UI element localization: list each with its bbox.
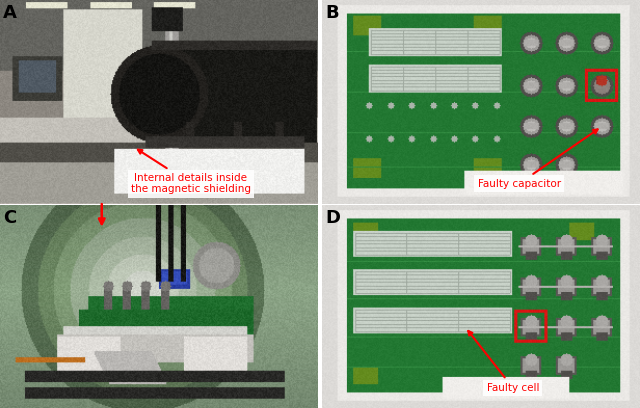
Text: C: C	[3, 209, 17, 227]
Text: A: A	[3, 4, 17, 22]
Text: B: B	[325, 4, 339, 22]
Text: Faulty cell: Faulty cell	[468, 331, 539, 393]
Text: Internal details inside
the magnetic shielding: Internal details inside the magnetic shi…	[131, 150, 251, 194]
Text: Faulty capacitor: Faulty capacitor	[477, 129, 598, 188]
Text: D: D	[325, 209, 340, 227]
